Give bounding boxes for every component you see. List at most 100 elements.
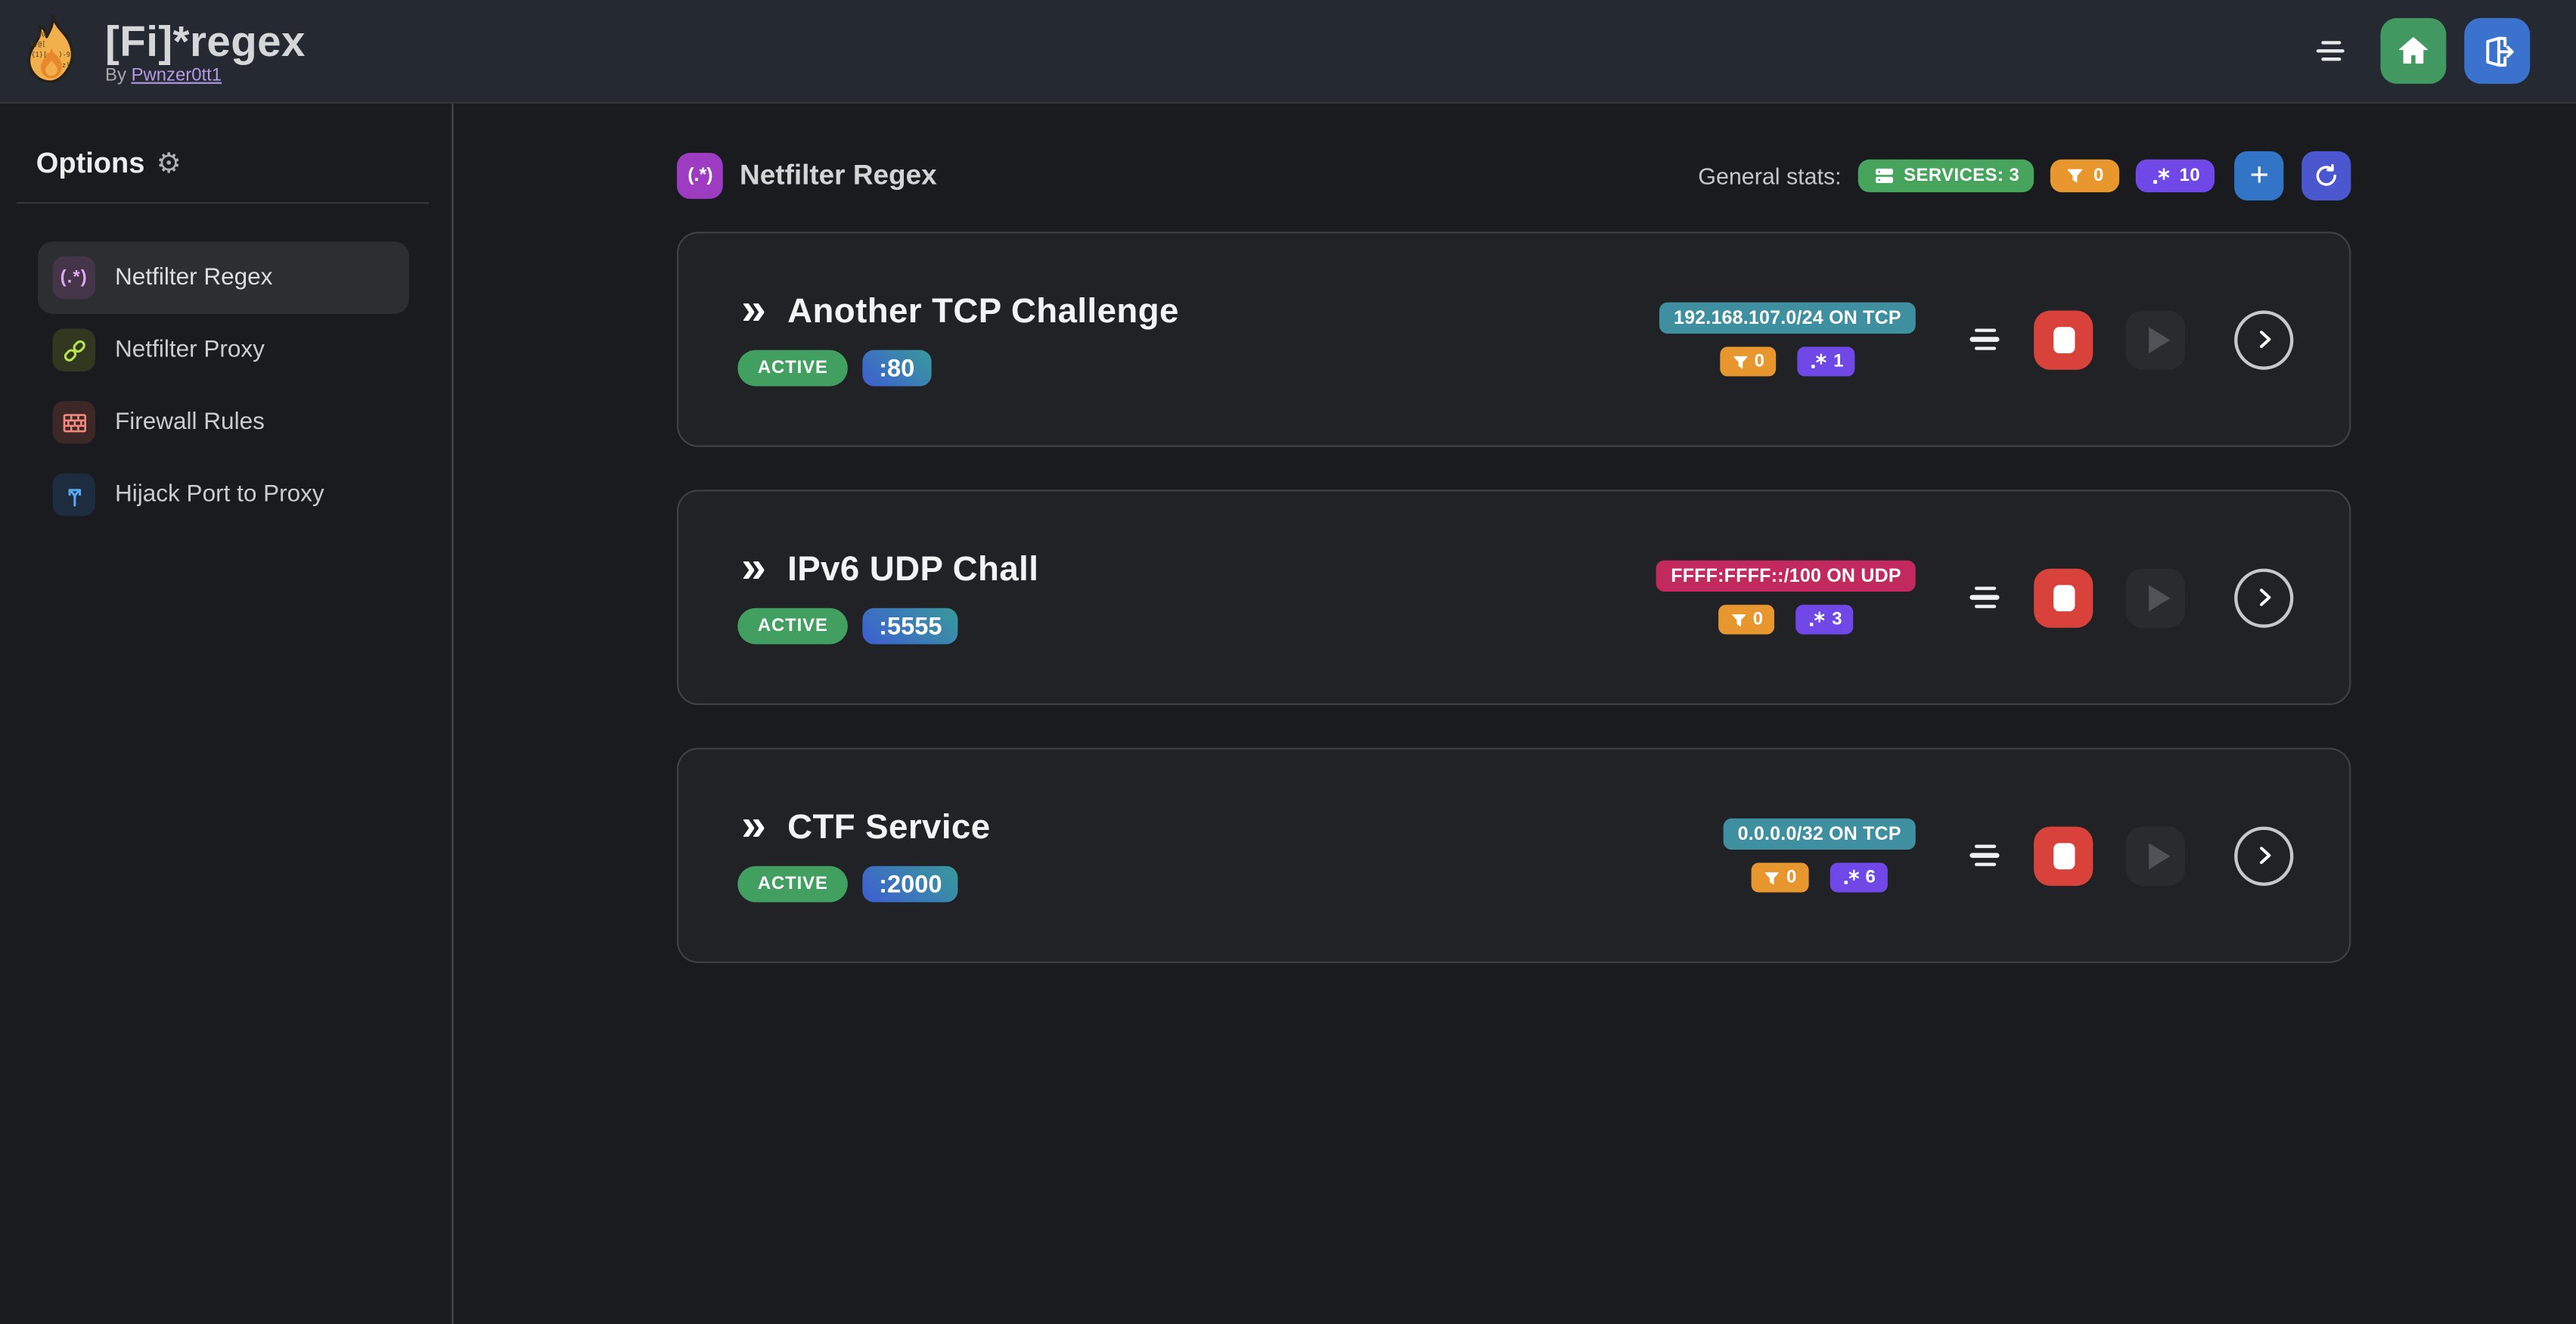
service-menu-icon[interactable]: [1970, 586, 2000, 609]
status-badge: ACTIVE: [737, 608, 848, 645]
service-controls: 192.168.107.0/24 ON TCP 0: [1659, 302, 2294, 377]
logo-glyph: 0}@[: [30, 41, 46, 48]
author-link[interactable]: Pwnzer0tt1: [131, 64, 222, 85]
service-name: CTF Service: [787, 808, 991, 847]
sidebar-item-firewall-rules[interactable]: Firewall Rules: [38, 386, 409, 458]
stop-service-button[interactable]: [2034, 825, 2093, 885]
chevron-right-icon: [2259, 847, 2270, 865]
sidebar: Options ⚙ (.*) Netfilter Regex: [0, 103, 453, 1324]
sidebar-item-label: Netfilter Regex: [115, 264, 273, 291]
port-badge: :5555: [862, 608, 959, 645]
sidebar-nav: (.*) Netfilter Regex Netfilter Proxy: [0, 241, 451, 530]
open-service-button[interactable]: [2234, 309, 2294, 369]
sidebar-item-label: Firewall Rules: [115, 409, 265, 436]
gear-icon: ⚙: [156, 148, 182, 179]
stop-service-button[interactable]: [2034, 567, 2093, 627]
sidebar-item-netfilter-regex[interactable]: (.*) Netfilter Regex: [37, 241, 409, 314]
cidr-badge: 192.168.107.0/24 ON TCP: [1659, 302, 1916, 334]
chevrons-right-icon: »: [741, 542, 766, 592]
logo-glyph: )-9]: [58, 51, 74, 59]
start-service-button[interactable]: [2126, 567, 2186, 627]
app-title: [Fi]*regex: [105, 15, 306, 65]
section-header: (.*) Netfilter Regex General stats: SERV…: [677, 151, 2351, 201]
service-stats: FFFF:FFFF::/100 ON UDP 0: [1656, 560, 1916, 635]
service-regex-count: 6: [1865, 867, 1876, 887]
logout-button[interactable]: [2464, 17, 2531, 84]
service-menu-icon[interactable]: [1970, 844, 2000, 867]
main-area: (.*) Netfilter Regex General stats: SERV…: [452, 104, 2576, 1324]
port-badge: :2000: [862, 866, 959, 903]
refresh-icon: [2317, 164, 2337, 186]
filter-icon: [1765, 871, 1780, 884]
status-badge: ACTIVE: [737, 350, 848, 387]
brick-wall-icon: [52, 401, 95, 444]
service-card: » IPv6 UDP Chall ACTIVE :5555: [677, 490, 2351, 705]
cidr-badge: FFFF:FFFF::/100 ON UDP: [1656, 560, 1916, 592]
service-regex-count-badge: 1: [1797, 347, 1855, 377]
service-filter-count: 0: [1752, 609, 1764, 629]
regex-dot-star-icon: [1811, 353, 1826, 368]
sidebar-item-netfilter-proxy[interactable]: Netfilter Proxy: [38, 314, 409, 387]
service-menu-icon[interactable]: [1970, 328, 2000, 351]
service-controls: 0.0.0.0/32 ON TCP 0: [1723, 818, 2294, 893]
start-service-button[interactable]: [2126, 825, 2186, 885]
filters-count-badge: 0: [2050, 159, 2119, 193]
refresh-button[interactable]: [2301, 151, 2351, 201]
service-controls: FFFF:FFFF::/100 ON UDP 0: [1656, 560, 2294, 635]
byline: By Pwnzer0tt1: [105, 65, 306, 85]
port-badge: :80: [862, 350, 931, 387]
open-service-button[interactable]: [2234, 825, 2294, 885]
chevron-right-icon: [2259, 331, 2270, 348]
service-regex-count: 1: [1833, 351, 1844, 371]
service-name: Another TCP Challenge: [787, 292, 1179, 331]
stop-service-button[interactable]: [2034, 309, 2093, 369]
burger-menu-icon[interactable]: [2316, 40, 2345, 62]
chevron-right-icon: [2259, 589, 2270, 607]
filters-count-text: 0: [2093, 166, 2104, 186]
regex-dot-star-icon: [1810, 611, 1825, 626]
service-regex-count-badge: 3: [1795, 605, 1854, 635]
flame-logo-icon: -z0- 0}@[ {1}[ )-9] z]: [27, 14, 74, 84]
open-service-button[interactable]: [2234, 567, 2294, 627]
service-filter-count-badge: 0: [1752, 862, 1808, 893]
page-body: Options ⚙ (.*) Netfilter Regex: [0, 103, 2576, 1324]
service-filter-count-badge: 0: [1720, 347, 1777, 377]
service-name: IPv6 UDP Chall: [787, 550, 1039, 589]
services-count-badge: SERVICES: 3: [1858, 159, 2034, 193]
sidebar-item-label: Hijack Port to Proxy: [115, 481, 324, 508]
general-stats-label: General stats:: [1698, 163, 1842, 189]
sidebar-heading-row: Options ⚙: [0, 146, 451, 181]
status-badge: ACTIVE: [737, 866, 848, 903]
stop-icon: [2053, 584, 2075, 611]
stop-icon: [2053, 326, 2075, 353]
service-list: » Another TCP Challenge ACTIVE :80: [677, 232, 2351, 963]
logo-glyph: z]: [62, 62, 70, 70]
regex-icon: (.*): [52, 256, 95, 300]
filter-icon: [1733, 355, 1748, 368]
regex-glyph: (.*): [60, 268, 88, 288]
service-stats: 0.0.0.0/32 ON TCP 0: [1723, 818, 1916, 893]
sidebar-item-label: Netfilter Proxy: [115, 337, 265, 364]
sidebar-item-hijack-port-to-proxy[interactable]: Hijack Port to Proxy: [38, 458, 409, 531]
chevrons-right-icon: »: [741, 800, 766, 850]
chain-link-icon: [52, 328, 95, 371]
service-filter-count-badge: 0: [1718, 605, 1775, 635]
top-bar: -z0- 0}@[ {1}[ )-9] z] [Fi]*regex By Pwn…: [0, 0, 2576, 104]
services-count-text: SERVICES: 3: [1904, 166, 2020, 186]
play-icon: [2148, 584, 2170, 611]
add-service-button[interactable]: +: [2234, 151, 2284, 201]
regexes-count-text: 10: [2179, 166, 2201, 186]
logo-glyph: -z0-: [34, 32, 50, 39]
start-service-button[interactable]: [2126, 309, 2186, 369]
split-arrows-icon: [52, 473, 95, 517]
home-icon: [2399, 37, 2428, 64]
regex-dot-star-icon: [1843, 869, 1858, 884]
chevrons-right-icon: »: [741, 284, 766, 334]
sidebar-divider: [16, 202, 428, 204]
service-regex-count: 3: [1832, 609, 1842, 629]
regex-dot-star-icon: [2152, 167, 2169, 183]
byline-prefix: By: [105, 64, 126, 85]
regexes-count-badge: 10: [2135, 159, 2215, 193]
home-button[interactable]: [2380, 17, 2447, 84]
